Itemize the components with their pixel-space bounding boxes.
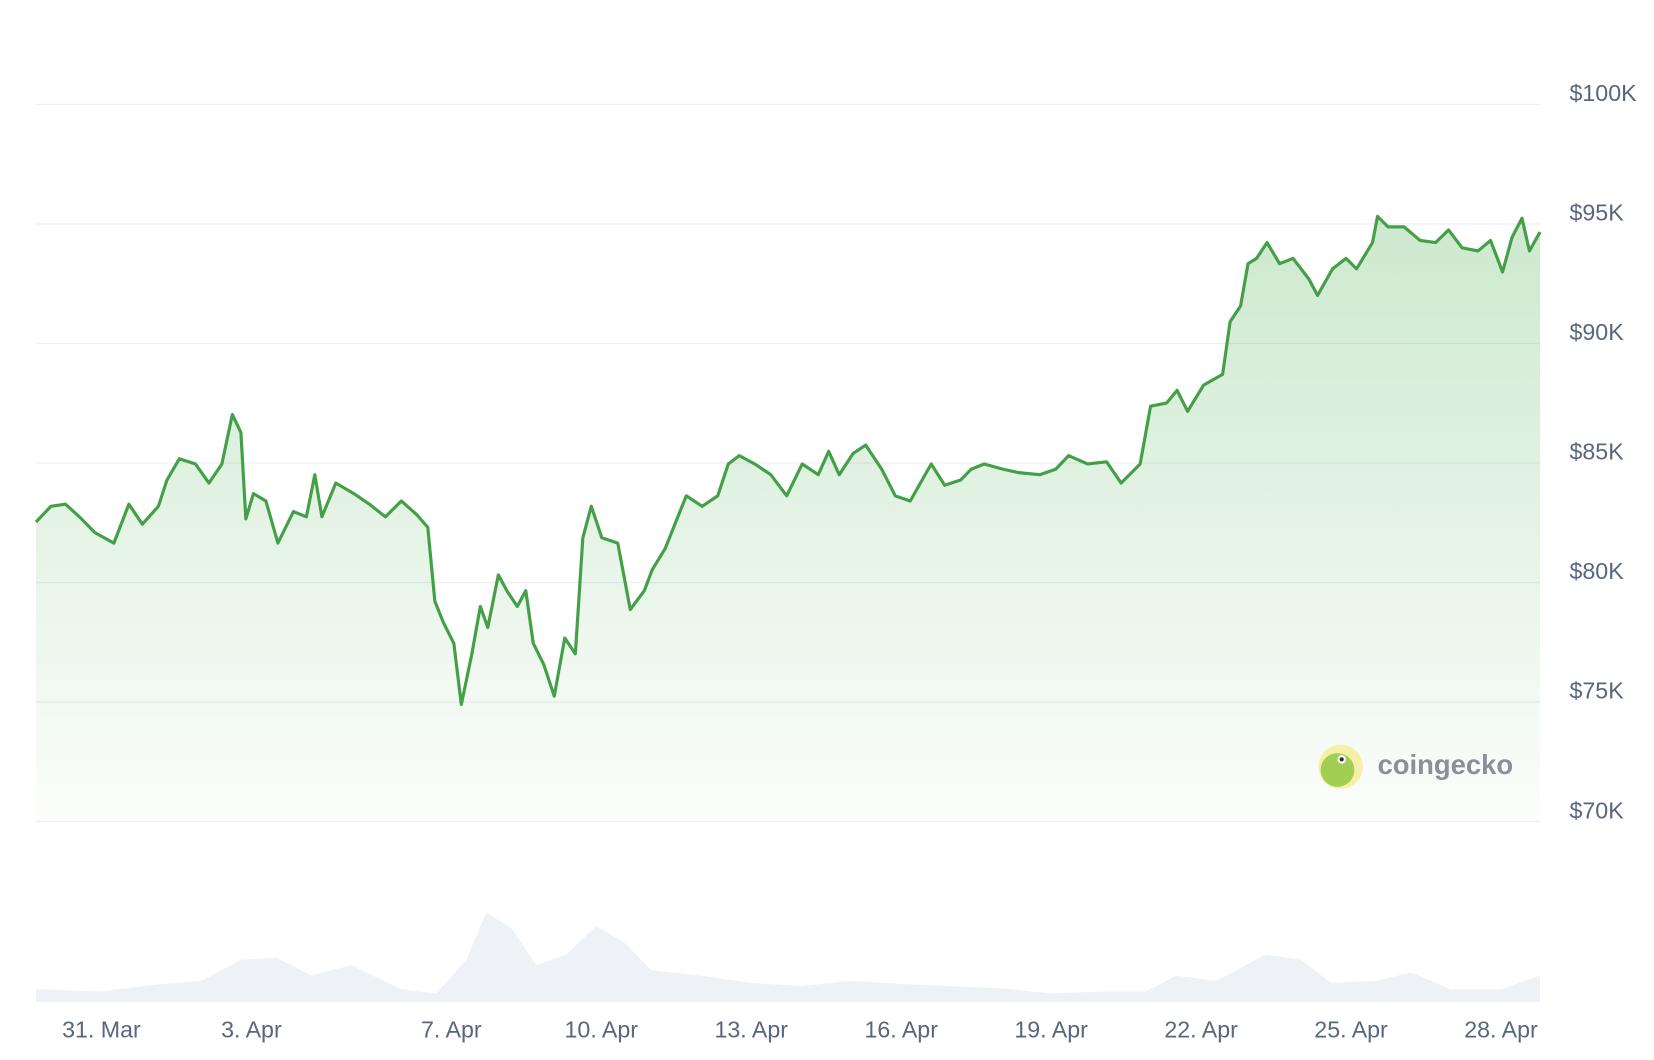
- y-tick-label: $80K: [1570, 558, 1625, 584]
- y-tick-label: $95K: [1570, 200, 1625, 226]
- x-tick-label: 28. Apr: [1464, 1017, 1538, 1043]
- x-tick-label: 13. Apr: [714, 1017, 788, 1043]
- x-tick-label: 31. Mar: [62, 1017, 141, 1043]
- x-tick-label: 3. Apr: [221, 1017, 282, 1043]
- logo: [1339, 757, 1344, 762]
- volume-area: [35, 912, 1540, 1002]
- x-tick-label: 16. Apr: [864, 1017, 938, 1043]
- x-tick-label: 10. Apr: [565, 1017, 639, 1043]
- y-tick-label: $100K: [1570, 80, 1638, 106]
- price-line: [34, 214, 1542, 707]
- y-tick-label: $70K: [1570, 797, 1625, 823]
- x-tick-label: 25. Apr: [1314, 1017, 1388, 1043]
- logo: [1320, 753, 1355, 787]
- watermark-text: coingecko: [1378, 749, 1514, 780]
- x-tick-label: 7. Apr: [421, 1017, 482, 1043]
- y-tick-label: $75K: [1570, 678, 1625, 704]
- y-tick-label: $90K: [1570, 319, 1625, 345]
- x-tick-label: 19. Apr: [1014, 1017, 1088, 1043]
- price-area: [35, 216, 1540, 822]
- watermark: coingecko: [1318, 744, 1514, 789]
- y-tick-label: $85K: [1570, 439, 1625, 465]
- x-tick-label: 22. Apr: [1164, 1017, 1238, 1043]
